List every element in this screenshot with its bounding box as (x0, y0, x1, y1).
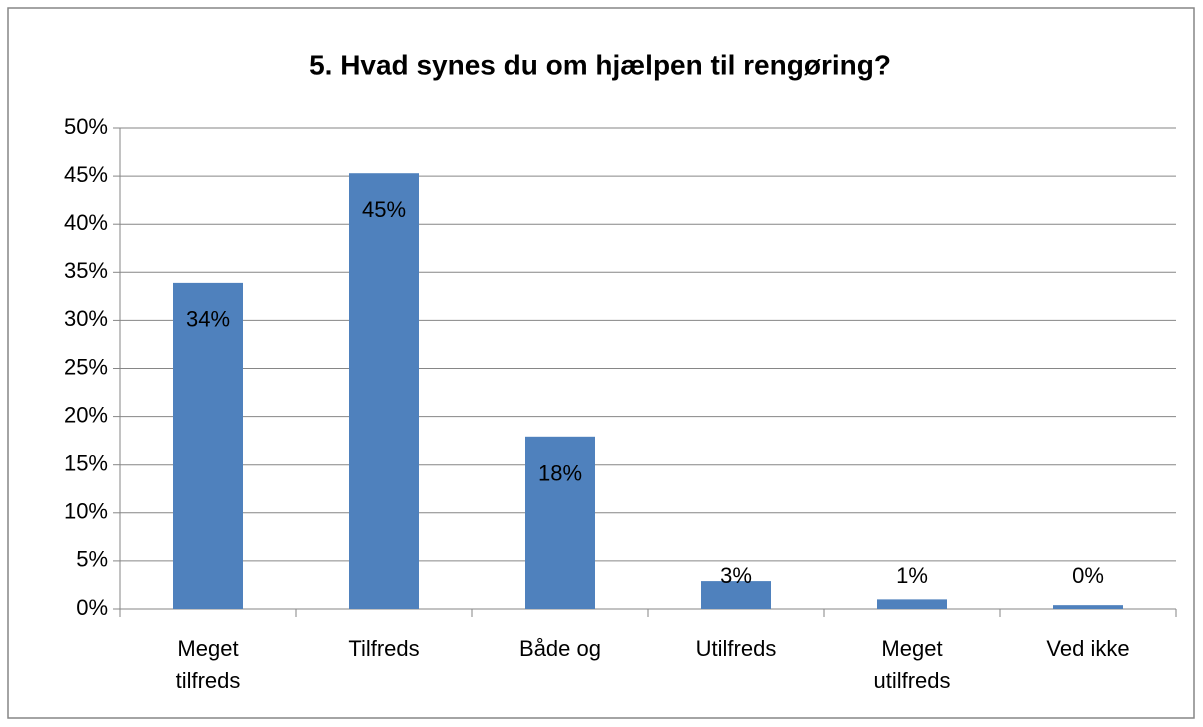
y-tick-label: 10% (64, 499, 108, 524)
x-tick-label: Meget tilfreds (175, 636, 241, 693)
data-label: 1% (896, 563, 928, 588)
y-tick-label: 15% (64, 451, 108, 476)
data-label: 18% (538, 461, 582, 486)
chart-title: 5. Hvad synes du om hjælpen til rengørin… (309, 49, 891, 80)
y-tick-label: 0% (76, 595, 108, 620)
bar (349, 173, 419, 610)
bar (1053, 605, 1123, 609)
data-label: 34% (186, 307, 230, 332)
bar (701, 581, 771, 609)
y-tick-label: 35% (64, 258, 108, 283)
y-tick-label: 45% (64, 162, 108, 187)
y-tick-label: 40% (64, 210, 108, 235)
x-tick-label: Både og (519, 636, 601, 661)
x-tick-label: Tilfreds (348, 636, 420, 661)
bar (525, 436, 595, 609)
data-label: 3% (720, 563, 752, 588)
y-tick-label: 5% (76, 547, 108, 572)
bar (877, 599, 947, 609)
bar (173, 282, 243, 609)
y-tick-label: 25% (64, 354, 108, 379)
x-tick-label: Ved ikke (1046, 636, 1130, 661)
x-tick-label: Meget utilfreds (873, 636, 951, 693)
data-label: 0% (1072, 563, 1104, 588)
x-tick-label: Utilfreds (695, 636, 777, 661)
y-tick-label: 20% (64, 402, 108, 427)
data-label: 45% (362, 197, 406, 222)
y-tick-label: 30% (64, 306, 108, 331)
y-tick-label: 50% (64, 114, 108, 139)
